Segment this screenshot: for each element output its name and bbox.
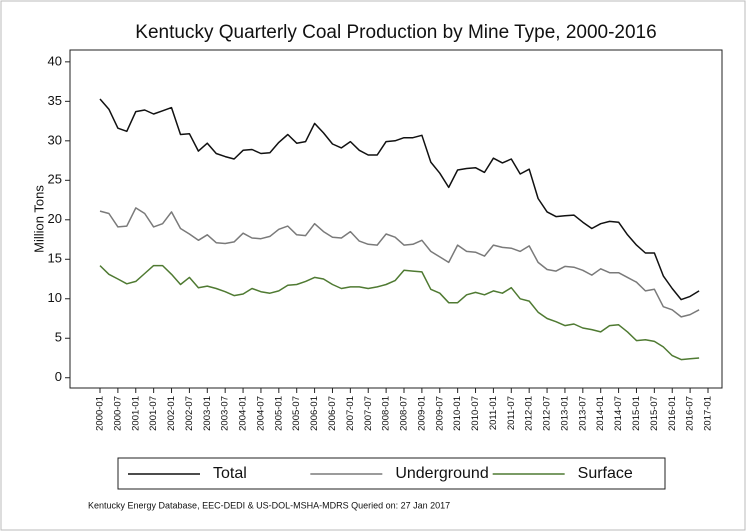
x-tick-label: 2012-01 (524, 396, 535, 431)
x-tick-label: 2008-01 (381, 396, 392, 431)
y-tick-label: 5 (55, 330, 62, 345)
x-tick-label: 2009-01 (416, 396, 427, 431)
x-tick-label: 2007-07 (363, 396, 374, 431)
series-line (99, 98, 700, 301)
x-tick-label: 2010-07 (470, 396, 481, 431)
x-tick-label: 2010-01 (452, 396, 463, 431)
y-tick-label: 20 (48, 211, 62, 226)
x-tick-label: 2001-01 (130, 396, 141, 431)
x-tick-label: 2013-07 (577, 396, 588, 431)
x-tick-label: 2012-07 (542, 396, 553, 431)
y-tick-label: 25 (48, 172, 62, 187)
x-tick-label: 2006-07 (327, 396, 338, 431)
x-tick-label: 2008-07 (399, 396, 410, 431)
x-tick-label: 2014-07 (613, 396, 624, 431)
y-tick-label: 0 (55, 369, 62, 384)
series-line (99, 207, 700, 318)
y-tick-label: 30 (48, 132, 62, 147)
legend (117, 457, 666, 490)
x-tick-label: 2000-01 (95, 396, 106, 431)
x-tick-label: 2009-07 (434, 396, 445, 431)
x-tick-label: 2004-07 (255, 396, 266, 431)
x-tick-label: 2015-07 (649, 396, 660, 431)
y-tick-label: 40 (48, 53, 62, 68)
y-tick-label: 15 (48, 251, 62, 266)
x-tick-label: 2014-01 (595, 396, 606, 431)
x-tick-label: 2005-07 (291, 396, 302, 431)
legend-label: Underground (395, 465, 488, 482)
plot-area (69, 49, 723, 389)
x-tick-label: 2015-01 (631, 396, 642, 431)
x-tick-label: 2017-01 (703, 396, 714, 431)
x-tick-label: 2011-01 (488, 396, 499, 430)
x-tick-label: 2013-01 (559, 396, 570, 431)
y-tick-label: 35 (48, 93, 62, 108)
series-line (99, 264, 700, 361)
x-tick-label: 2002-01 (166, 396, 177, 431)
x-tick-label: 2001-07 (148, 396, 159, 431)
chart-title: Kentucky Quarterly Coal Production by Mi… (135, 22, 656, 43)
legend-label: Total (213, 465, 247, 482)
y-tick-label: 10 (48, 290, 62, 305)
x-tick-label: 2004-01 (238, 396, 249, 431)
x-tick-label: 2011-07 (506, 396, 517, 430)
x-tick-label: 2006-01 (309, 396, 320, 431)
y-axis-label: Million Tons (31, 185, 46, 253)
legend-label: Surface (578, 465, 633, 482)
x-tick-label: 2002-07 (184, 396, 195, 431)
x-tick-label: 2007-01 (345, 396, 356, 431)
x-tick-label: 2016-07 (685, 396, 696, 431)
x-tick-label: 2003-01 (202, 396, 213, 431)
x-tick-label: 2000-07 (112, 396, 123, 431)
source-note: Kentucky Energy Database, EEC-DEDI & US-… (88, 500, 450, 510)
x-tick-label: 2016-01 (667, 396, 678, 431)
x-tick-label: 2005-01 (273, 396, 284, 431)
x-tick-label: 2003-07 (220, 396, 231, 431)
